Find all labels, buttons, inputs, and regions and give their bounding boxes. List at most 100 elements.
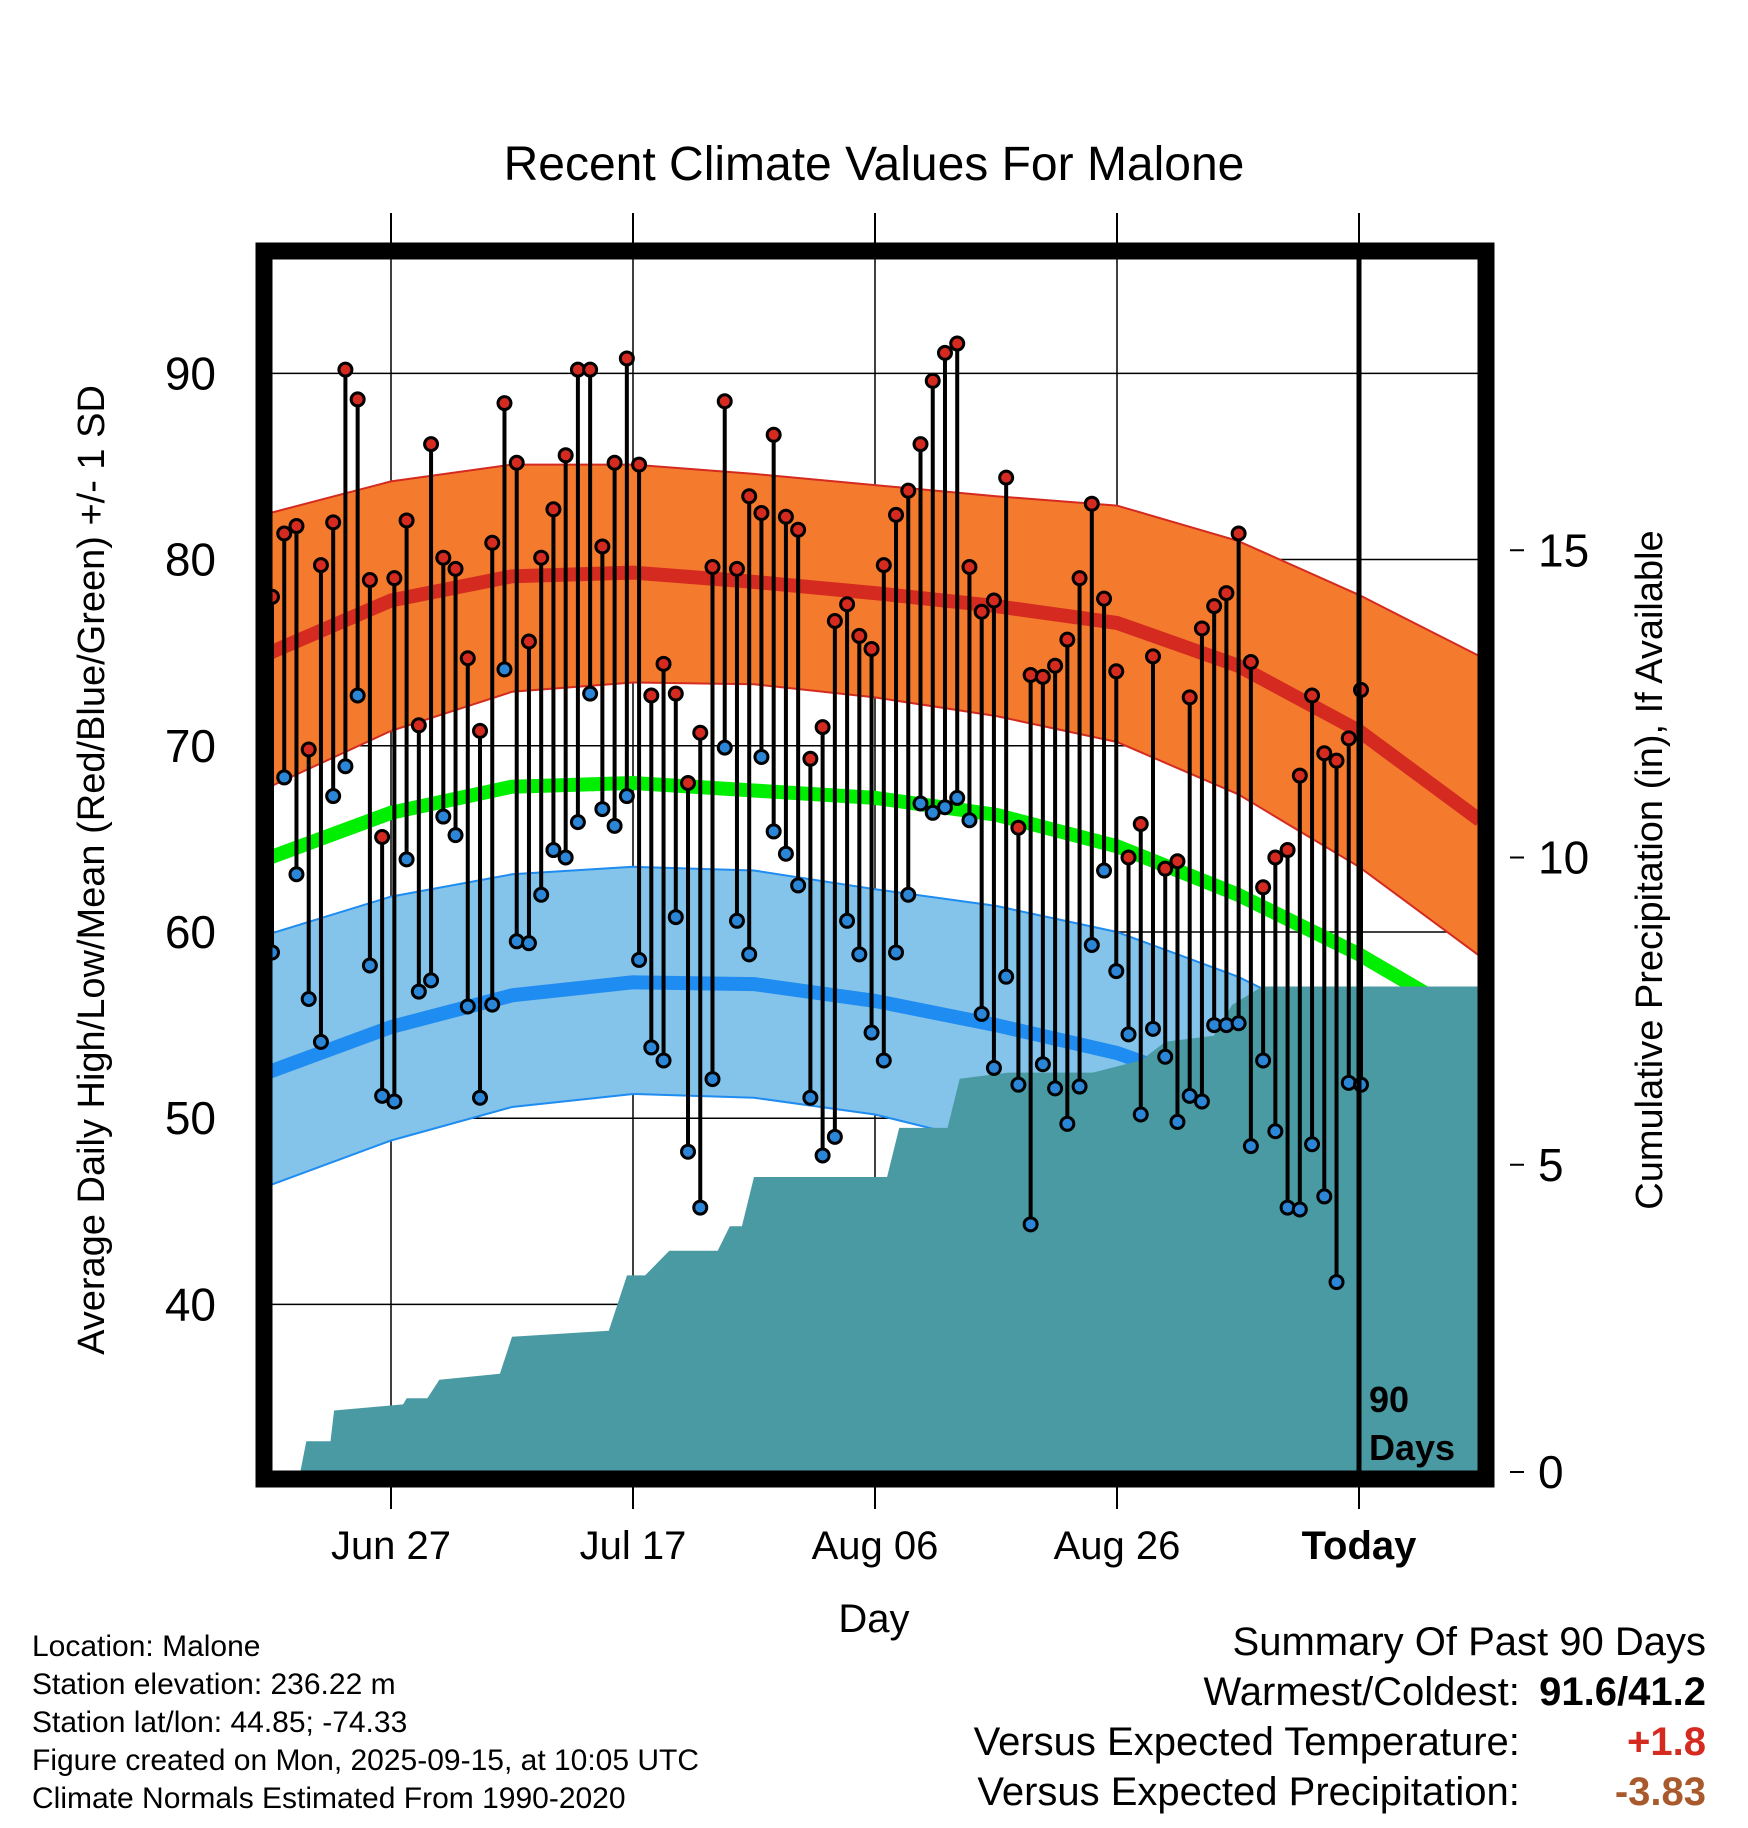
daily-low-point <box>1291 1201 1308 1218</box>
daily-high-point <box>496 395 513 412</box>
daily-low-point <box>288 866 305 883</box>
daily-high-point <box>704 559 721 576</box>
daily-low-point <box>1304 1136 1321 1153</box>
daily-low-point <box>1255 1052 1272 1069</box>
daily-high-point <box>533 549 550 566</box>
daily-high-point <box>1120 849 1137 866</box>
daily-low-point <box>618 788 635 805</box>
daily-low-point <box>276 769 293 786</box>
daily-high-point <box>839 596 856 613</box>
y2-axis-label: Cumulative Precipitation (in), If Availa… <box>1629 530 1671 1209</box>
daily-low-point <box>582 685 599 702</box>
daily-high-point <box>520 633 537 650</box>
plot-frame <box>255 242 1495 1488</box>
daily-low-point <box>949 789 966 806</box>
daily-high-point <box>973 603 990 620</box>
daily-high-point <box>423 436 440 453</box>
daily-low-point <box>557 849 574 866</box>
daily-low-point <box>1242 1138 1259 1155</box>
daily-low-point <box>692 1199 709 1216</box>
daily-high-point <box>1047 657 1064 674</box>
daily-high-point <box>765 426 782 443</box>
y-axis-label: Average Daily High/Low/Mean (Red/Blue/Gr… <box>71 385 113 1355</box>
y-tick-label: 80 <box>165 534 216 586</box>
daily-low-point <box>863 1024 880 1041</box>
daily-low-point <box>728 912 745 929</box>
daily-high-point <box>606 454 623 471</box>
daily-low-point <box>1047 1080 1064 1097</box>
daily-high-point <box>900 482 917 499</box>
daily-high-point <box>1279 842 1296 859</box>
y2-tick-label: 5 <box>1538 1139 1564 1191</box>
daily-low-point <box>790 877 807 894</box>
summary-precip-row: Versus Expected Precipitation: -3.83 <box>974 1767 1706 1817</box>
x-tick-label: Today <box>1302 1524 1418 1568</box>
daily-low-point <box>643 1039 660 1056</box>
daily-high-point <box>361 572 378 589</box>
daily-low-point <box>545 842 562 859</box>
daily-high-point <box>680 775 697 792</box>
daily-high-point <box>557 447 574 464</box>
daily-high-point <box>1193 620 1210 637</box>
daily-high-point <box>472 722 489 739</box>
daily-high-point <box>692 724 709 741</box>
daily-low-point <box>484 996 501 1013</box>
daily-low-point <box>1010 1076 1027 1093</box>
daily-high-point <box>386 570 403 587</box>
daily-high-point <box>790 521 807 538</box>
daily-low-point <box>1181 1087 1198 1104</box>
daily-low-point <box>1096 862 1113 879</box>
daily-low-point <box>851 946 868 963</box>
daily-high-point <box>508 454 525 471</box>
daily-high-point <box>1083 495 1100 512</box>
daily-low-point <box>839 912 856 929</box>
daily-low-point <box>680 1143 697 1160</box>
daily-high-point <box>875 557 892 574</box>
daily-low-point <box>1169 1113 1186 1130</box>
daily-low-point <box>423 972 440 989</box>
normal-mean-line <box>270 775 1480 1032</box>
daily-low-point <box>386 1093 403 1110</box>
info-location: Location: Malone <box>32 1630 261 1663</box>
daily-low-point <box>447 827 464 844</box>
daily-high-point <box>1071 570 1088 587</box>
daily-low-point <box>1071 1078 1088 1095</box>
daily-high-point <box>374 829 391 846</box>
daily-high-point <box>288 518 305 535</box>
daily-high-point <box>1169 853 1186 870</box>
today-days-number: 90 <box>1369 1379 1409 1420</box>
daily-low-point <box>569 814 586 831</box>
daily-low-point <box>410 983 427 1000</box>
daily-high-point <box>998 469 1015 486</box>
y2-tick-label: 0 <box>1538 1446 1564 1498</box>
y2-tick-label: 10 <box>1538 832 1589 884</box>
x-tick-label: Aug 26 <box>1054 1524 1181 1568</box>
daily-low-point <box>814 1147 831 1164</box>
daily-low-point <box>459 998 476 1015</box>
daily-high-point <box>655 655 672 672</box>
daily-high-point <box>851 627 868 644</box>
daily-high-point <box>1291 767 1308 784</box>
daily-low-point <box>802 1089 819 1106</box>
daily-high-point <box>410 717 427 734</box>
daily-high-point <box>912 436 929 453</box>
info-elevation: Station elevation: 236.22 m <box>32 1668 396 1701</box>
station-info: Location: Malone Station elevation: 236.… <box>32 1628 699 1818</box>
daily-high-point <box>863 640 880 657</box>
summary-precip-value: -3.83 <box>1614 1770 1706 1814</box>
daily-low-point <box>349 687 366 704</box>
daily-low-point <box>337 758 354 775</box>
daily-high-point <box>484 534 501 551</box>
daily-high-point <box>1218 585 1235 602</box>
daily-low-point <box>973 1005 990 1022</box>
daily-high-point <box>924 372 941 389</box>
daily-high-point <box>276 525 293 542</box>
daily-low-point <box>606 817 623 834</box>
daily-low-point <box>533 886 550 903</box>
daily-high-point <box>1328 752 1345 769</box>
daily-low-point <box>961 812 978 829</box>
summary-temp-row: Versus Expected Temperature: +1.8 <box>974 1717 1706 1767</box>
daily-high-point <box>618 350 635 367</box>
daily-low-point <box>1083 937 1100 954</box>
